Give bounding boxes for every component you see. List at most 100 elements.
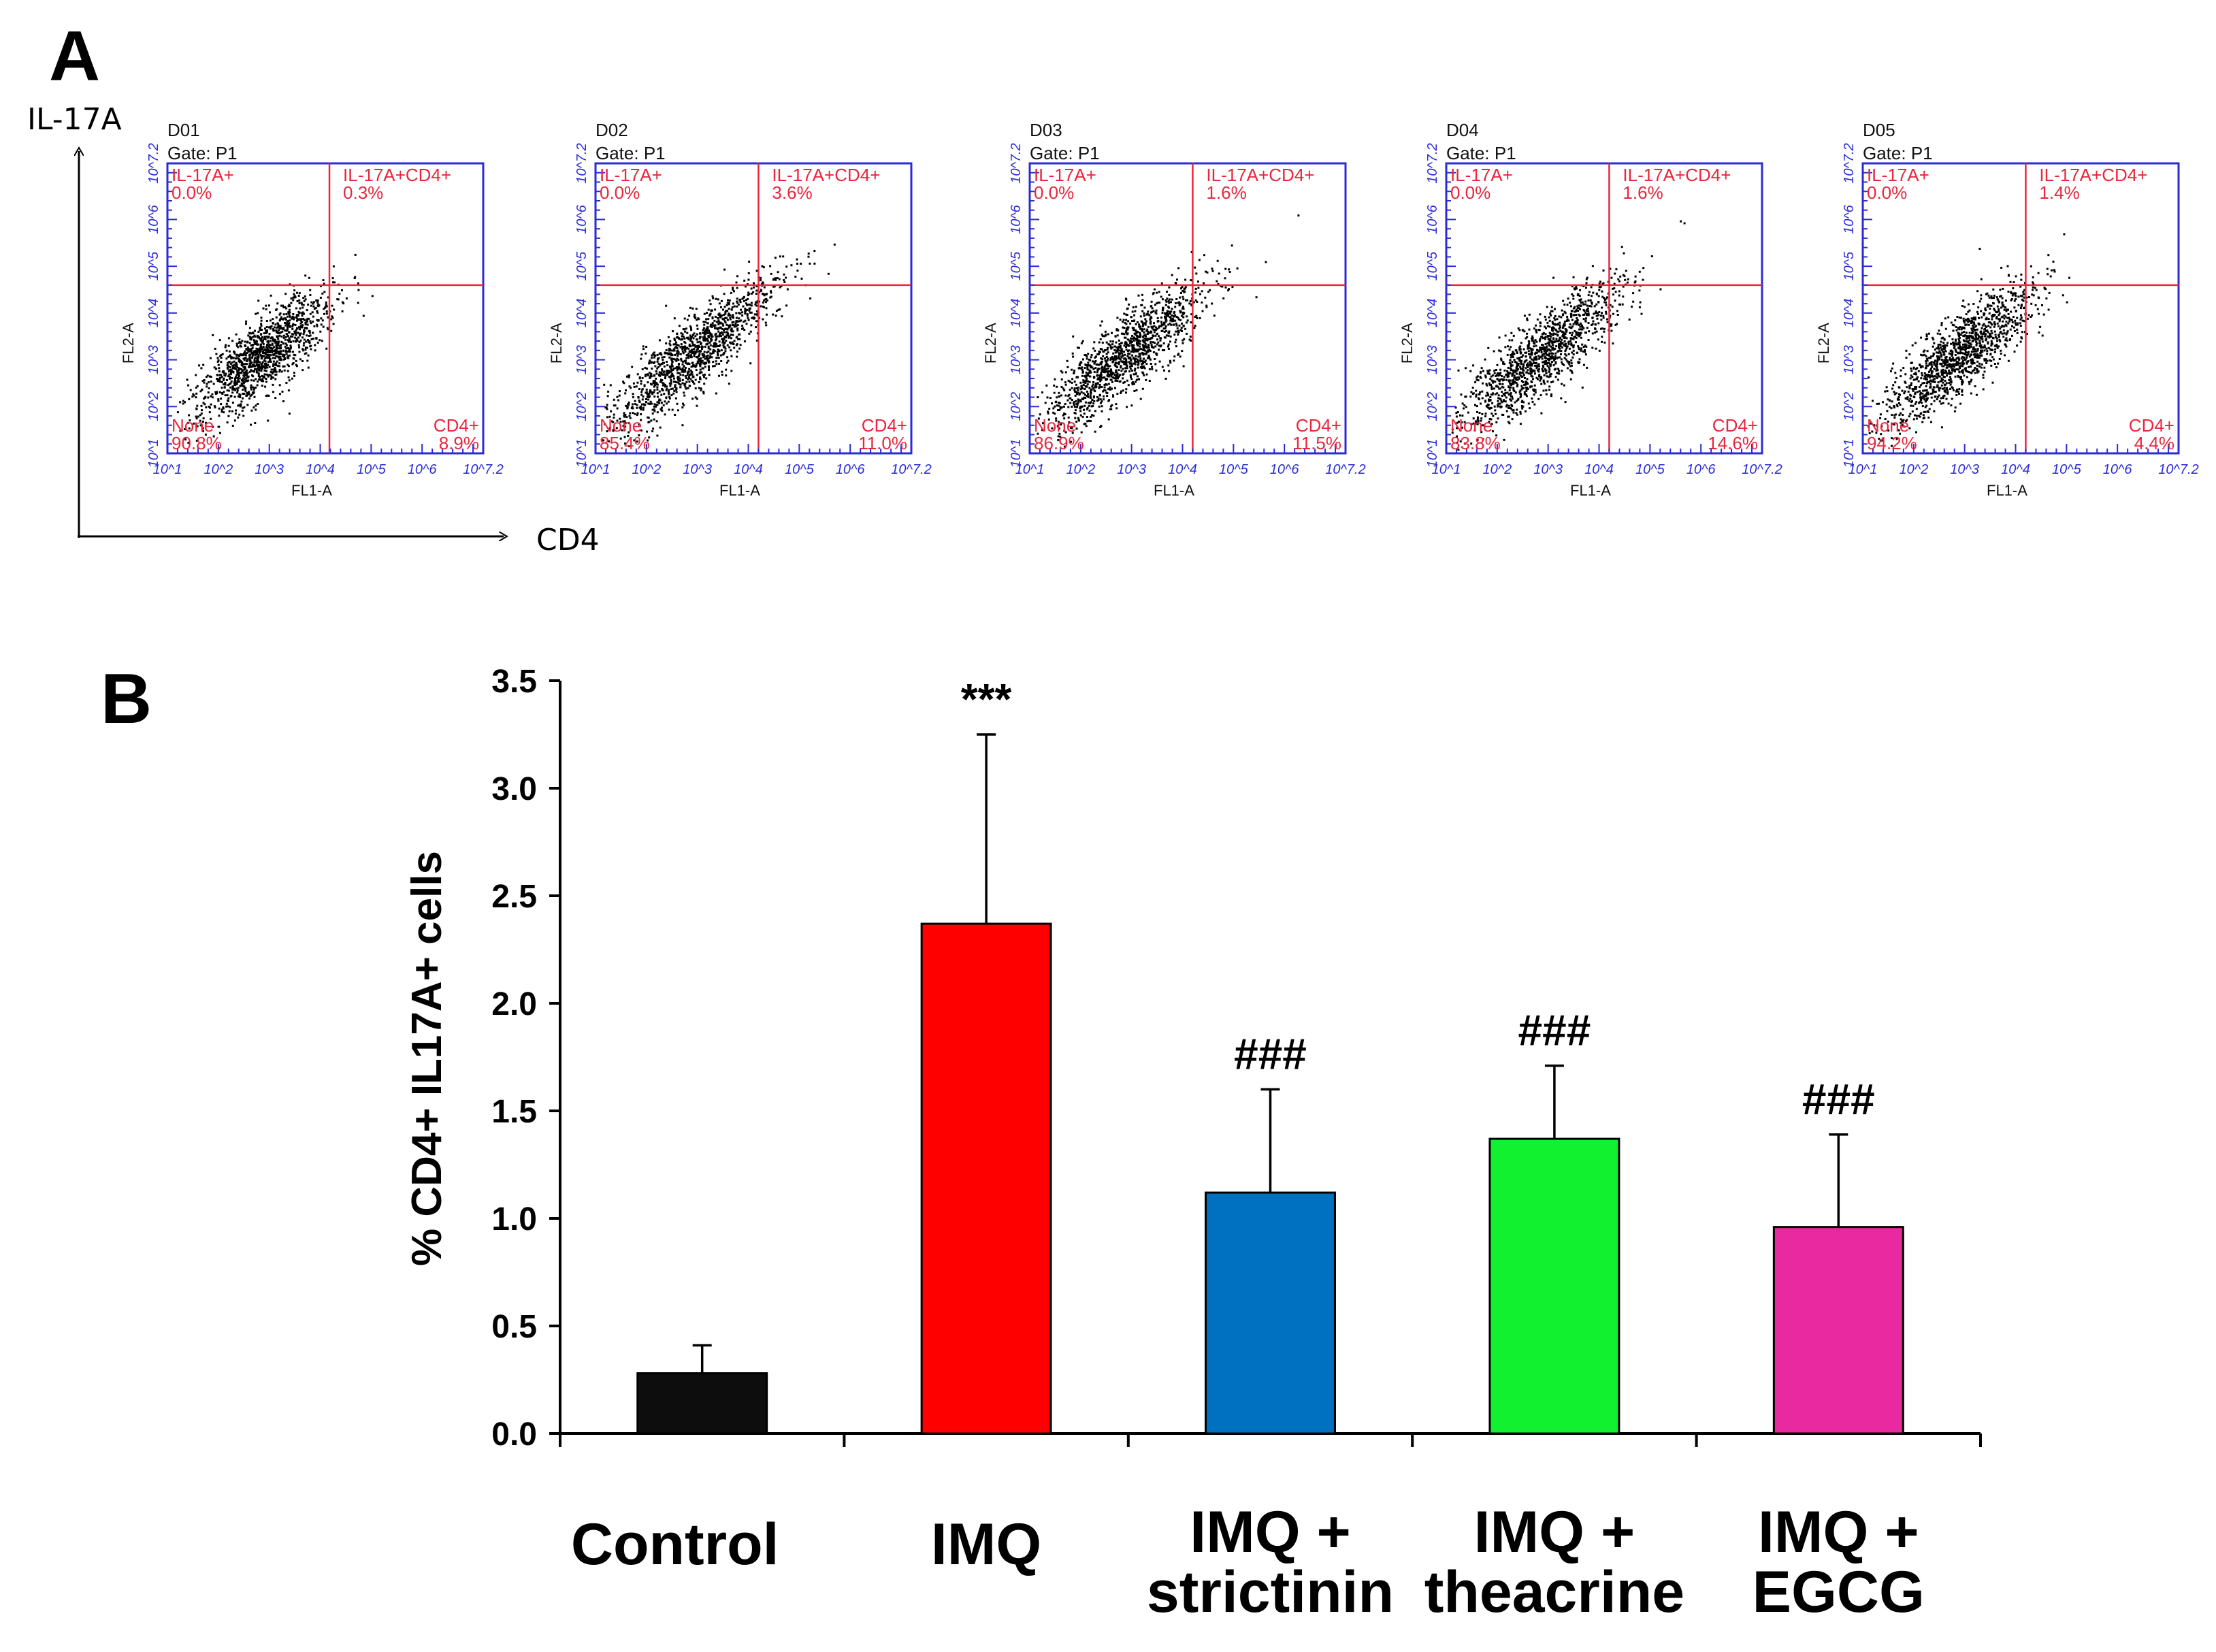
quadrant-ul-value: 0.0%	[1867, 182, 1907, 203]
x-tick-label: 10^3	[683, 462, 712, 477]
quadrant-ul-name: IL-17A+	[1034, 165, 1096, 185]
quadrant-ur-value: 1.6%	[1206, 182, 1246, 203]
fl2-axis-label: FL2-A	[548, 323, 565, 363]
x-tick-label: 10^4	[2001, 462, 2030, 477]
quadrant-ll-name: None	[1867, 415, 1909, 436]
x-tick-label: 10^7.2	[1325, 462, 1365, 477]
flow-plot-d01: 10^110^1 10^2 10^2 10^3 10^3 10^4 10^4 10^5 10^5…	[120, 120, 504, 499]
y-tick-label: 1.0	[491, 1201, 537, 1237]
x-tick-label: 10^2	[632, 462, 661, 477]
y-tick-label: 10^7.2	[146, 143, 161, 183]
y-tick-label: 10^2	[1009, 392, 1024, 421]
y-tick-label: 0.0	[491, 1416, 537, 1453]
x-tick-label: 10^4	[734, 462, 763, 477]
y-tick-label: 10^2	[146, 392, 161, 421]
quadrant-lr-name: CD4+	[2129, 415, 2174, 436]
quadrant-ur-value: 3.6%	[772, 182, 812, 203]
panel-b-letter: B	[101, 660, 152, 739]
quadrant-lr-name: CD4+	[1712, 415, 1758, 436]
quadrant-ll-value: 85.4%	[600, 433, 650, 453]
x-tick-label: 10^6	[836, 462, 866, 477]
x-tick-label: 10^4	[306, 462, 335, 477]
plot-frame	[166, 162, 485, 455]
fl2-axis-label: FL2-A	[1815, 323, 1832, 363]
x-tick-label: 10^3	[1533, 462, 1563, 477]
y-tick-label: 10^2	[1842, 392, 1857, 421]
x-tick-label: 10^6	[1687, 462, 1716, 477]
x-tick-label: 10^2	[203, 462, 233, 477]
x-tick-label: 10^5	[1635, 462, 1665, 477]
axis-ticks	[595, 172, 902, 454]
quadrant-lr-value: 8.9%	[439, 433, 479, 453]
quadrant-ul-name: IL-17A+	[600, 165, 662, 185]
y-tick-label: 10^1	[1425, 439, 1440, 468]
plot-frame	[1445, 162, 1763, 455]
bar-2[interactable]	[1205, 1191, 1336, 1435]
flow-plot-row: 10^110^110^210^210^310^310^410^410^510^5…	[120, 120, 2199, 499]
x-tick-label: 10^1	[1848, 462, 1878, 477]
quadrant-lr-value: 14.6%	[1708, 433, 1758, 453]
y-tick-label: 10^3	[146, 345, 161, 374]
category-label-4-line1: IMQ +	[1758, 1500, 1919, 1565]
quadrant-lr-name: CD4+	[434, 415, 479, 436]
x-tick-label: 10^5	[2052, 462, 2082, 477]
event-dots	[1037, 214, 1300, 448]
y-axis-title: % CD4+ IL17A+ cells	[404, 851, 451, 1266]
gate-label: Gate: P1	[1863, 143, 1933, 163]
x-tick-label: 10^3	[1950, 462, 1979, 477]
fl1-axis-label: FL1-A	[291, 482, 332, 499]
quadrant-ul-name: IL-17A+	[1450, 165, 1513, 185]
axis-ticks	[167, 172, 474, 454]
y-tick-label: 10^6	[574, 204, 589, 234]
cd4-axis-caption: CD4	[536, 523, 600, 557]
quadrant-ul-value: 0.0%	[1450, 182, 1490, 203]
plot-frame	[1861, 162, 2180, 455]
significance-label-1: ***	[961, 675, 1012, 724]
flow-plot-d04: 10^110^1 10^2 10^2 10^3 10^3 10^4 10^4 10^5 10^5…	[1399, 120, 1782, 499]
x-tick-label: 10^5	[357, 462, 387, 477]
significance-label-4: ###	[1802, 1075, 1875, 1124]
quadrant-ll-value: 90.8%	[172, 433, 222, 453]
quadrant-ul-value: 0.0%	[172, 182, 212, 203]
category-label-1: IMQ	[931, 1512, 1041, 1577]
quadrant-ul-value: 0.0%	[600, 182, 640, 203]
quadrant-lr-value: 4.4%	[2134, 433, 2174, 453]
x-tick-label: 10^7.2	[891, 462, 931, 477]
fl1-axis-label: FL1-A	[1570, 482, 1611, 499]
x-tick-label: 10^3	[255, 462, 284, 477]
panel-a: A IL-17A CD4 10^110^110^210^210^310^310^…	[27, 17, 2199, 557]
category-label-3-line2: theacrine	[1424, 1559, 1684, 1625]
quadrant-ul-name: IL-17A+	[1867, 165, 1929, 185]
fl2-axis-label: FL2-A	[1399, 323, 1416, 363]
y-tick-label: 10^2	[1425, 392, 1440, 421]
bar-3[interactable]	[1488, 1137, 1620, 1435]
bar-0[interactable]	[636, 1372, 768, 1435]
axis-ticks	[1029, 172, 1337, 454]
quadrant-ur-name: IL-17A+CD4+	[2039, 165, 2147, 185]
y-tick-label: 10^5	[1425, 251, 1440, 281]
x-tick-label: 10^1	[1432, 462, 1461, 477]
gate-label: Gate: P1	[1030, 143, 1100, 163]
sample-id: D01	[167, 120, 200, 140]
significance-label-2: ###	[1234, 1029, 1307, 1078]
y-tick-label: 1.5	[491, 1094, 537, 1130]
y-tick-label: 10^1	[146, 439, 161, 468]
category-label-3-line1: IMQ +	[1474, 1500, 1635, 1565]
quadrant-ur-value: 1.4%	[2039, 182, 2079, 203]
bar-4[interactable]	[1772, 1226, 1904, 1435]
category-label-4-line2: EGCG	[1753, 1559, 1925, 1625]
category-label-0: Control	[571, 1512, 779, 1577]
y-tick-label: 10^5	[146, 251, 161, 281]
y-tick-label: 10^3	[1009, 345, 1024, 374]
y-tick-label: 10^2	[574, 392, 589, 421]
x-tick-label: 10^1	[581, 462, 610, 477]
x-tick-label: 10^7.2	[2158, 462, 2198, 477]
quadrant-ul-name: IL-17A+	[172, 165, 234, 185]
bar-1[interactable]	[920, 922, 1052, 1435]
quadrant-lr-name: CD4+	[862, 415, 907, 436]
il17a-axis-caption: IL-17A	[27, 102, 122, 137]
quadrant-ur-name: IL-17A+CD4+	[343, 165, 451, 185]
quadrant-lr-value: 11.0%	[858, 433, 907, 453]
y-tick-label: 10^7.2	[574, 143, 589, 183]
y-tick-label: 10^6	[1009, 204, 1024, 234]
